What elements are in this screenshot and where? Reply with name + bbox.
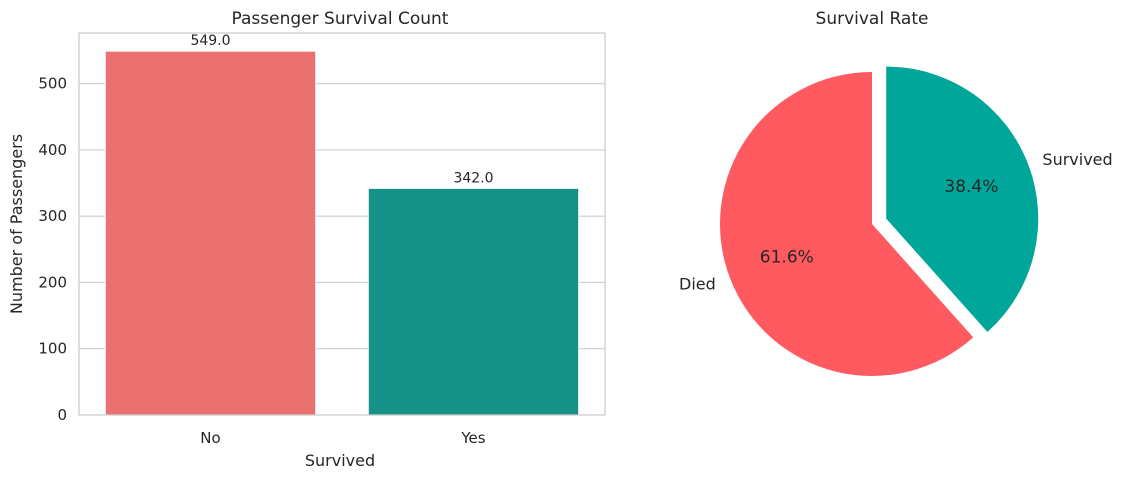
- y-tick-label: 100: [38, 340, 67, 358]
- pie-category-label: Survived: [1042, 150, 1112, 169]
- pie-percent-label: 38.4%: [944, 177, 998, 197]
- x-tick-label: Yes: [460, 429, 485, 447]
- bar-yes: [367, 187, 580, 416]
- y-tick-label: 400: [38, 141, 67, 159]
- pie-percent-label: 61.6%: [760, 248, 814, 268]
- x-tick-label: No: [200, 429, 220, 447]
- bar-chart: Passenger Survival Count 549.0 342.0 0 100…: [7, 9, 606, 470]
- pie-labels: Died 61.6% Survived 38.4%: [679, 150, 1113, 294]
- y-tick-label: 300: [38, 207, 67, 225]
- pie-category-label: Died: [679, 275, 716, 294]
- y-tick-label: 0: [57, 406, 67, 424]
- pie-slices: [720, 66, 1039, 376]
- pie-slice-survived: [886, 66, 1039, 332]
- bar-plot-frame: [78, 32, 606, 416]
- bar-no: [104, 50, 317, 416]
- y-tick-labels: 0 100 200 300 400 500: [38, 75, 67, 424]
- pie-chart-title: Survival Rate: [816, 9, 929, 29]
- x-axis-label: Survived: [305, 451, 375, 470]
- bar-value-label: 549.0: [190, 33, 230, 49]
- y-axis-label: Number of Passengers: [7, 134, 26, 314]
- bar-chart-title: Passenger Survival Count: [232, 9, 449, 29]
- y-tick-label: 200: [38, 273, 67, 291]
- pie-slice-died: [720, 72, 974, 376]
- bar-value-labels: 549.0 342.0: [190, 33, 493, 186]
- bar-series: [104, 50, 580, 416]
- pie-chart: Survival Rate Died 61.6% Survived 38.4%: [679, 9, 1113, 376]
- bar-value-label: 342.0: [453, 170, 493, 186]
- x-tick-labels: No Yes: [200, 429, 485, 447]
- y-tick-label: 500: [38, 75, 67, 93]
